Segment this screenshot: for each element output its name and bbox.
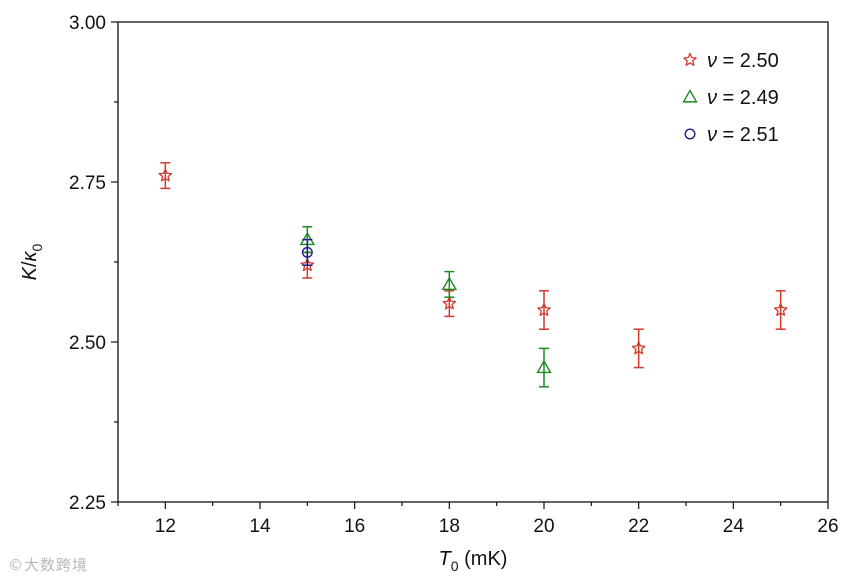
data-point	[773, 302, 788, 316]
data-point	[536, 359, 552, 374]
y-axis-label: K/κ0	[19, 243, 45, 280]
data-point	[537, 302, 551, 316]
series-star	[158, 162, 788, 369]
y-axis-label-subscript: 0	[29, 243, 45, 251]
x-tick-label: 16	[344, 516, 365, 537]
data-point	[442, 296, 457, 310]
error-bar	[444, 270, 455, 298]
legend-label-symbol: ν	[707, 50, 717, 72]
legend-label-symbol: ν	[707, 87, 717, 109]
data-point	[158, 168, 173, 182]
y-axis-label-numerator: K	[19, 265, 41, 280]
x-axis-label: T0 (mK)	[439, 548, 508, 574]
legend-label-symbol: ν	[707, 124, 717, 146]
legend-marker	[683, 52, 697, 66]
data-point	[300, 258, 315, 272]
x-tick-label: 12	[155, 516, 176, 537]
legend-label: ν = 2.49	[707, 87, 779, 109]
x-axis-label-symbol: T	[439, 548, 453, 570]
legend-label: ν = 2.50	[707, 50, 779, 72]
x-axis-label-subscript: 0	[451, 558, 459, 574]
error-bar	[539, 347, 549, 388]
x-tick-label: 22	[628, 516, 649, 537]
y-axis-label-slash: /	[19, 261, 41, 267]
error-bar	[160, 162, 171, 190]
legend-marker	[684, 128, 696, 140]
data-point	[441, 276, 458, 290]
legend-label-value: = 2.49	[717, 87, 779, 109]
x-tick-label: 26	[817, 516, 838, 537]
legend: ν = 2.50ν = 2.49ν = 2.51	[682, 50, 779, 146]
x-tick-label: 24	[723, 516, 745, 537]
y-tick-label: 2.75	[69, 173, 106, 194]
error-bar	[539, 290, 549, 330]
x-tick-label: 14	[249, 516, 271, 537]
series-circle	[301, 238, 313, 266]
legend-label: ν = 2.51	[707, 124, 779, 146]
x-tick-label: 20	[533, 516, 554, 537]
data-point	[301, 246, 313, 258]
y-tick-label: 3.00	[69, 13, 106, 34]
watermark: ©大数跨境	[8, 556, 89, 574]
y-axis-label-denominator: κ	[19, 250, 41, 261]
error-bar	[302, 238, 313, 266]
error-bar	[633, 328, 644, 369]
x-tick-label: 18	[439, 516, 460, 537]
legend-marker	[682, 89, 698, 103]
series-triangle	[299, 226, 552, 388]
legend-item: ν = 2.50	[683, 50, 779, 72]
y-tick-label: 2.50	[69, 333, 106, 354]
x-axis-label-unit: (mK)	[459, 548, 508, 570]
data-point	[631, 341, 646, 355]
legend-item: ν = 2.51	[684, 124, 779, 146]
y-tick-label: 2.25	[69, 493, 106, 514]
data-marks	[158, 162, 788, 388]
error-bar	[775, 290, 786, 330]
legend-label-value: = 2.50	[717, 50, 779, 72]
legend-label-value: = 2.51	[717, 124, 779, 146]
legend-item: ν = 2.49	[682, 87, 779, 109]
